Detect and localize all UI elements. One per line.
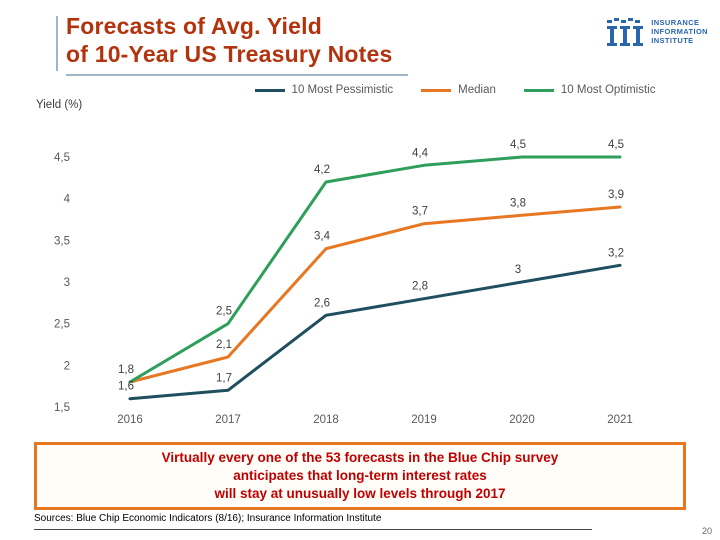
svg-text:3,9: 3,9 [608, 189, 624, 201]
svg-text:2020: 2020 [509, 414, 535, 426]
page-number: 20 [701, 526, 712, 536]
svg-text:4,2: 4,2 [314, 164, 330, 176]
svg-text:3,5: 3,5 [54, 235, 70, 247]
svg-text:2019: 2019 [411, 414, 437, 426]
takeaway-callout-box: Virtually every one of the 53 forecasts … [34, 442, 686, 510]
svg-text:2: 2 [64, 360, 70, 372]
svg-text:3: 3 [515, 264, 521, 276]
chart-legend: 10 Most Pessimistic Median 10 Most Optim… [210, 84, 700, 96]
title-line-2: of 10-Year US Treasury Notes [66, 41, 393, 67]
svg-text:2021: 2021 [607, 414, 633, 426]
svg-text:2,5: 2,5 [54, 319, 70, 331]
legend-item-median: Median [421, 84, 496, 96]
svg-text:3,8: 3,8 [510, 197, 526, 209]
callout-line-1: Virtually every one of the 53 forecasts … [161, 450, 559, 465]
yield-forecast-line-chart: 4,5 4 3,5 3 2,5 2 1,5 2016 2017 2018 2019 2020 2021 1… [54, 139, 633, 426]
sources-note: Sources: Blue Chip Economic Indicators (… [34, 513, 592, 530]
svg-text:2018: 2018 [313, 414, 339, 426]
svg-text:4,5: 4,5 [608, 139, 624, 151]
legend-swatch-median [421, 88, 452, 92]
legend-item-pessimistic: 10 Most Pessimistic [254, 84, 394, 96]
svg-text:3: 3 [64, 277, 70, 289]
svg-text:2,6: 2,6 [314, 297, 330, 309]
svg-text:3,2: 3,2 [608, 247, 624, 259]
legend-label-pessimistic: 10 Most Pessimistic [291, 84, 394, 96]
iii-logo: INSURANCE INFORMATION INSTITUTE [605, 18, 708, 52]
svg-text:4,5: 4,5 [54, 152, 70, 164]
svg-text:4,5: 4,5 [510, 139, 526, 151]
legend-swatch-optimistic [523, 88, 554, 92]
svg-text:1,7: 1,7 [216, 372, 232, 384]
callout-line-2: anticipates that long-term interest rate… [233, 468, 487, 483]
svg-text:4: 4 [64, 194, 71, 206]
svg-text:1,5: 1,5 [54, 402, 70, 414]
title-underline [66, 74, 408, 76]
iii-logo-text: INSURANCE INFORMATION INSTITUTE [651, 18, 708, 45]
svg-text:2,8: 2,8 [412, 281, 428, 293]
svg-text:3,7: 3,7 [412, 206, 428, 218]
callout-line-3: will stay at unusually low levels throug… [214, 486, 506, 501]
title-line-1: Forecasts of Avg. Yield [66, 13, 322, 39]
svg-text:1,8: 1,8 [118, 364, 134, 376]
svg-text:2017: 2017 [215, 414, 241, 426]
svg-text:1,6: 1,6 [118, 381, 134, 393]
legend-label-optimistic: 10 Most Optimistic [560, 84, 656, 96]
svg-text:4,4: 4,4 [412, 147, 429, 159]
title-accent-line [56, 16, 58, 71]
page-title: Forecasts of Avg. Yield of 10-Year US Tr… [66, 12, 392, 68]
svg-text:3,4: 3,4 [314, 231, 331, 243]
iii-logo-mark-icon [607, 18, 644, 46]
svg-text:2,1: 2,1 [216, 339, 232, 351]
svg-text:2,5: 2,5 [216, 306, 232, 318]
legend-swatch-pessimistic [254, 88, 285, 92]
y-axis-label: Yield (%) [36, 99, 83, 111]
legend-label-median: Median [458, 84, 496, 96]
legend-item-optimistic: 10 Most Optimistic [523, 84, 656, 96]
svg-text:2016: 2016 [117, 414, 143, 426]
